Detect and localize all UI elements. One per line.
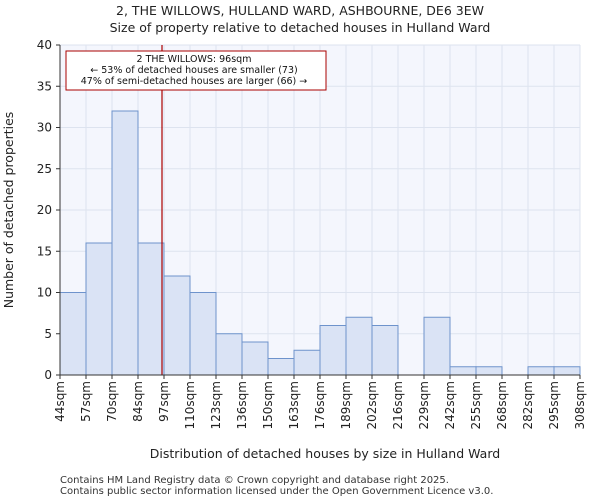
x-tick-label: 123sqm [209, 381, 223, 429]
x-tick-label: 189sqm [339, 381, 353, 429]
x-tick-label: 242sqm [443, 381, 457, 429]
bar-150sqm [267, 358, 295, 376]
y-tick-label: 40 [37, 38, 52, 52]
y-tick-label: 20 [37, 203, 52, 217]
annotation-line-1: 2 THE WILLOWS: 96sqm [137, 54, 252, 65]
x-tick-label: 84sqm [131, 381, 145, 422]
bar-136sqm [241, 341, 269, 376]
x-tick-label: 229sqm [417, 381, 431, 429]
y-tick-label: 5 [44, 327, 52, 341]
bar-242sqm [449, 366, 477, 376]
x-tick-labels: 44sqm 57sqm 70sqm 84sqm 97sqm 110sqm 123sqm 136… [53, 375, 587, 429]
x-tick-label: 255sqm [469, 381, 483, 429]
x-tick-label: 57sqm [79, 381, 93, 422]
bar-84sqm [137, 242, 165, 376]
x-tick-label: 110sqm [183, 381, 197, 429]
y-tick-label: 30 [37, 121, 52, 135]
x-tick-label: 176sqm [313, 381, 327, 429]
bar-97sqm [163, 275, 191, 376]
y-tick-label: 25 [37, 162, 52, 176]
y-axis-label: Number of detached properties [1, 112, 16, 309]
x-axis-label: Distribution of detached houses by size … [150, 446, 500, 461]
x-tick-label: 268sqm [495, 381, 509, 429]
bar-44sqm [59, 292, 87, 376]
bar-295sqm [553, 366, 581, 376]
bar-282sqm [527, 366, 555, 376]
footer-line-1: Contains HM Land Registry data © Crown c… [60, 475, 449, 486]
bar-202sqm [371, 325, 399, 376]
annotation-line-3: 47% of semi-detached houses are larger (… [81, 76, 308, 87]
bar-110sqm [189, 292, 217, 376]
y-tick-label: 0 [44, 368, 52, 382]
bar-57sqm [85, 242, 113, 376]
bar-70sqm [111, 110, 139, 376]
y-tick-label: 15 [37, 244, 52, 258]
footer-line-2: Contains public sector information licen… [60, 486, 493, 497]
annotation-line-2: ← 53% of detached houses are smaller (73… [90, 65, 297, 76]
chart-subtitle: Size of property relative to detached ho… [110, 20, 491, 35]
bar-123sqm [215, 333, 243, 376]
bar-189sqm [345, 316, 373, 376]
y-tick-label: 35 [37, 79, 52, 93]
bars [59, 110, 581, 376]
y-tick-label: 10 [37, 286, 52, 300]
x-tick-label: 202sqm [365, 381, 379, 429]
annotation-border [65, 50, 327, 91]
x-tick-label: 150sqm [261, 381, 275, 429]
annotation-box: 2 THE WILLOWS: 96sqm ← 53% of detached h… [65, 50, 327, 91]
y-tick-labels: 0 5 10 15 20 25 30 35 40 [37, 38, 60, 382]
bar-176sqm [319, 325, 347, 376]
x-tick-label: 136sqm [235, 381, 249, 429]
chart-title: 2, THE WILLOWS, HULLAND WARD, ASHBOURNE,… [116, 3, 484, 18]
x-tick-label: 216sqm [391, 381, 405, 429]
x-tick-label: 295sqm [547, 381, 561, 429]
x-tick-label: 44sqm [53, 381, 67, 422]
x-tick-label: 308sqm [573, 381, 587, 429]
bar-163sqm [293, 349, 321, 376]
x-tick-label: 163sqm [287, 381, 301, 429]
x-tick-label: 97sqm [157, 381, 171, 422]
bar-255sqm [475, 366, 503, 376]
bar-229sqm [423, 316, 451, 376]
x-tick-label: 282sqm [521, 381, 535, 429]
x-tick-label: 70sqm [105, 381, 119, 422]
